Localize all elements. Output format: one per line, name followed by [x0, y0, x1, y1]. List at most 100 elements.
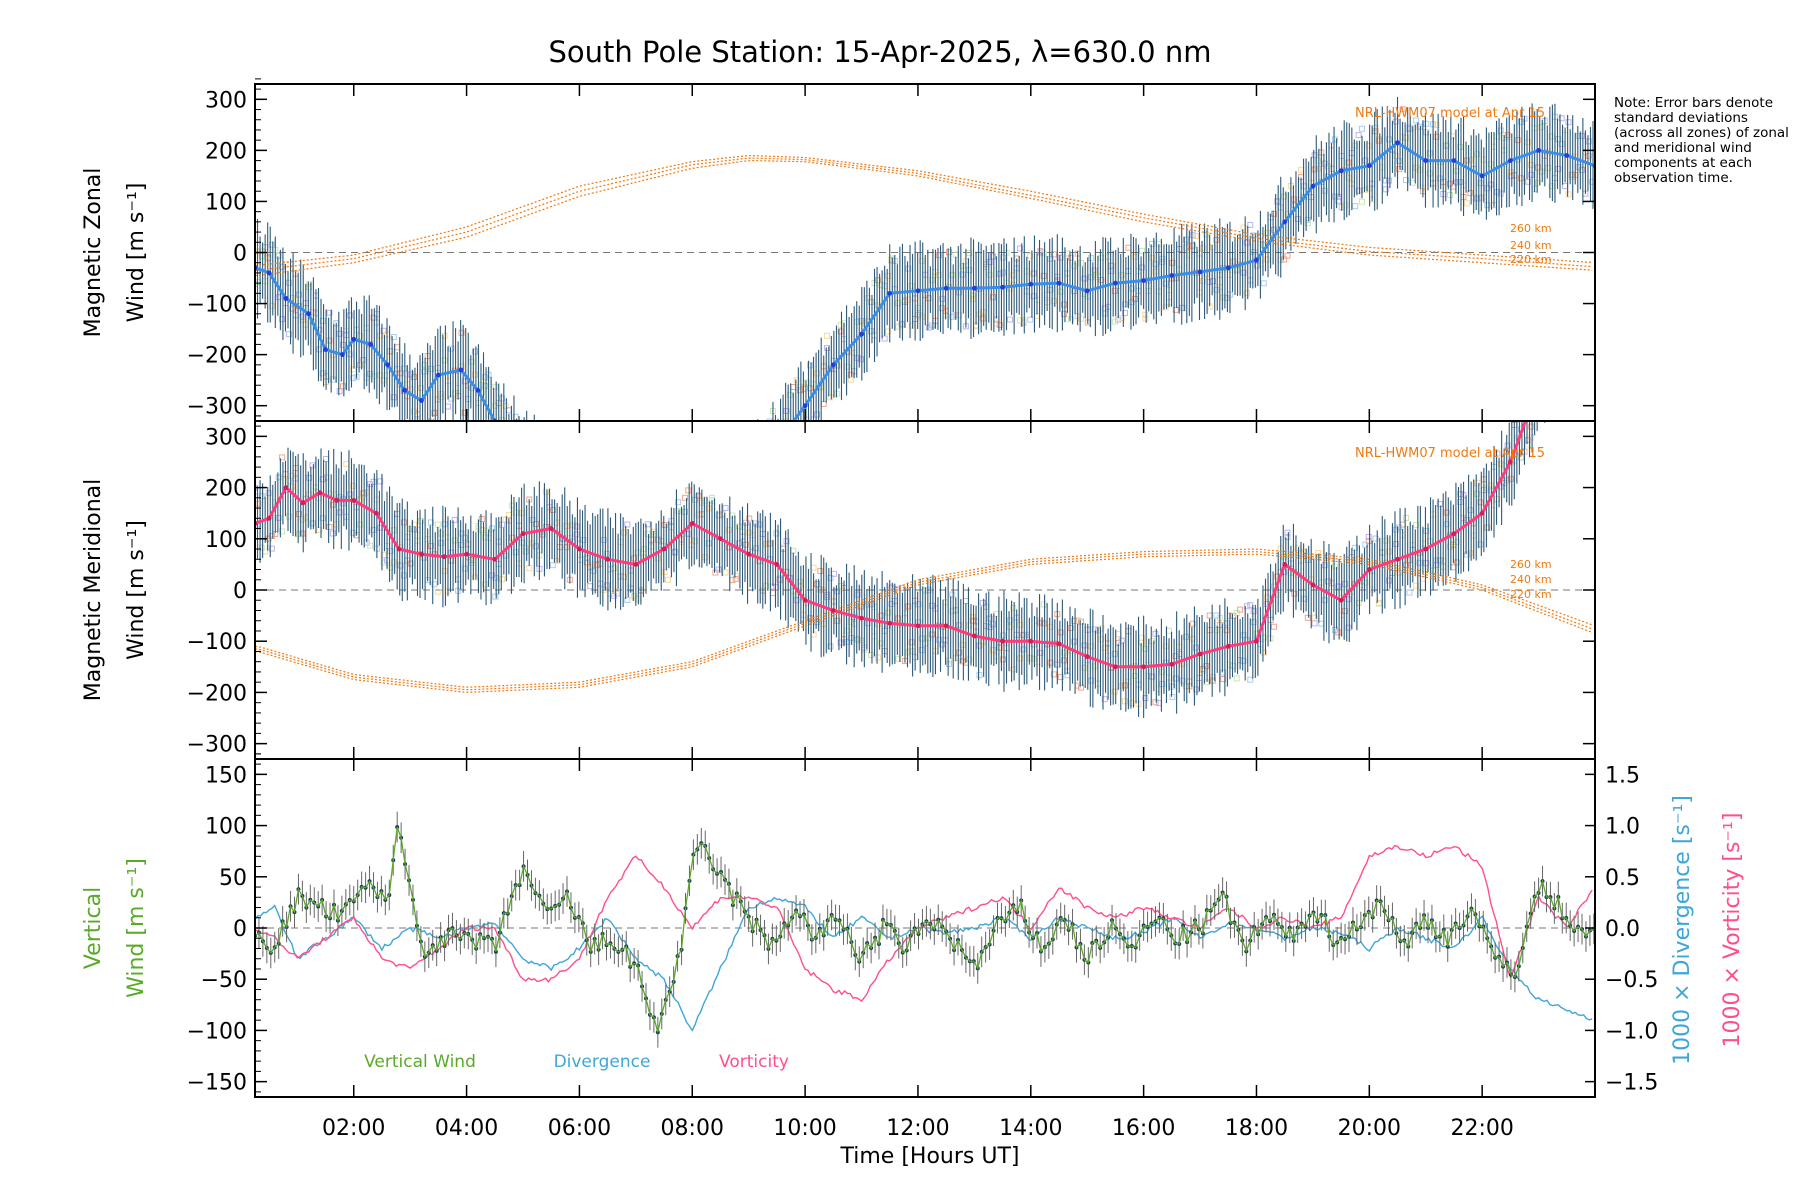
zone-point: [976, 672, 983, 679]
data-point: [351, 336, 357, 342]
zone-point: [539, 531, 546, 538]
zone-point: [1122, 698, 1129, 705]
data-point: [802, 403, 808, 409]
zone-point: [807, 615, 814, 622]
zone-point: [285, 477, 292, 484]
zone-point: [1426, 170, 1433, 177]
zone-point: [834, 588, 841, 595]
data-point: [718, 536, 723, 542]
zone-point: [1563, 338, 1568, 343]
zone-point: [1193, 686, 1200, 693]
zone-point: [915, 601, 922, 608]
y-tick-label: 150: [205, 763, 247, 788]
zone-point: [533, 441, 538, 446]
zone-point: [1355, 187, 1362, 194]
zone-point: [1250, 619, 1257, 626]
zone-point: [296, 511, 303, 518]
zone-point: [496, 446, 501, 451]
zone-point: [482, 383, 489, 390]
zone-point: [1477, 541, 1484, 548]
data-point: [1366, 567, 1372, 572]
zone-point: [1416, 167, 1423, 174]
data-point: [1084, 288, 1090, 294]
zone-point: [537, 427, 542, 432]
zone-point: [925, 634, 932, 641]
zone-point: [679, 480, 684, 485]
zone-point: [343, 461, 350, 468]
zone-point: [895, 300, 902, 307]
zone-point: [1352, 142, 1359, 149]
zone-point: [1375, 599, 1382, 606]
zone-point: [1416, 123, 1423, 130]
zone-point: [695, 492, 702, 499]
zone-point: [669, 502, 674, 507]
zone-point: [1331, 193, 1338, 200]
zone-point: [1061, 311, 1068, 318]
zone-point: [996, 644, 1003, 651]
data-point: [1028, 281, 1034, 287]
zone-point: [1108, 268, 1115, 275]
zone-point: [881, 335, 888, 342]
data-point: [1141, 278, 1147, 283]
zone-point: [1463, 157, 1470, 164]
zone-point: [285, 279, 292, 286]
zone-point: [1172, 306, 1179, 313]
data-point: [1282, 561, 1288, 567]
zone-point: [773, 530, 780, 537]
zone-point: [1247, 676, 1254, 683]
legend-item: Divergence: [554, 1052, 651, 1072]
data-point: [373, 510, 379, 516]
y-tick-label: 100: [205, 190, 247, 215]
zone-point: [1047, 659, 1054, 666]
data-point: [1310, 582, 1316, 588]
zone-point: [878, 612, 885, 619]
zone-point: [265, 490, 272, 497]
model-curve: [255, 548, 1593, 688]
zone-point: [710, 451, 715, 456]
zone-point: [1474, 195, 1481, 202]
zone-point: [1342, 608, 1349, 615]
zone-point: [820, 400, 827, 407]
zone-point: [1128, 299, 1135, 306]
zone-point: [1050, 298, 1057, 305]
y-tick-label: −200: [187, 681, 247, 706]
zone-point: [925, 587, 932, 594]
zone-point: [1423, 129, 1430, 136]
y2-tick-label: 0.0: [1605, 917, 1640, 942]
y-tick-label: −300: [187, 733, 247, 758]
zone-point: [949, 313, 956, 320]
zone-point: [976, 642, 983, 649]
zone-point: [580, 537, 587, 544]
zone-point: [1335, 583, 1342, 590]
zone-point: [438, 391, 445, 398]
data-point: [1113, 280, 1118, 286]
zone-point: [1314, 157, 1321, 164]
x-tick-label: 12:00: [886, 1116, 949, 1141]
zone-point: [790, 384, 797, 391]
zone-point: [547, 457, 552, 462]
zone-point: [1159, 668, 1166, 675]
data-point: [577, 546, 582, 552]
zone-point: [834, 617, 841, 624]
zone-point: [1281, 193, 1288, 200]
zone-point: [1365, 533, 1372, 540]
zone-point: [336, 330, 343, 337]
zone-point: [1436, 175, 1443, 182]
zone-point: [628, 465, 633, 470]
zone-point: [461, 534, 468, 541]
zone-point: [1535, 164, 1542, 171]
zone-point: [1213, 236, 1220, 243]
zone-point: [787, 461, 792, 466]
zone-point: [1000, 254, 1007, 261]
zone-point: [956, 622, 963, 629]
zone-point: [397, 562, 404, 569]
zone-point: [519, 539, 526, 546]
data-point: [1423, 546, 1429, 552]
zone-point: [1284, 529, 1291, 536]
vertical-wind: [255, 811, 1595, 1048]
zone-point: [275, 514, 282, 521]
zone-point: [577, 482, 582, 487]
data-point: [548, 526, 554, 531]
zone-point: [1406, 557, 1413, 564]
zone-point: [635, 490, 640, 495]
